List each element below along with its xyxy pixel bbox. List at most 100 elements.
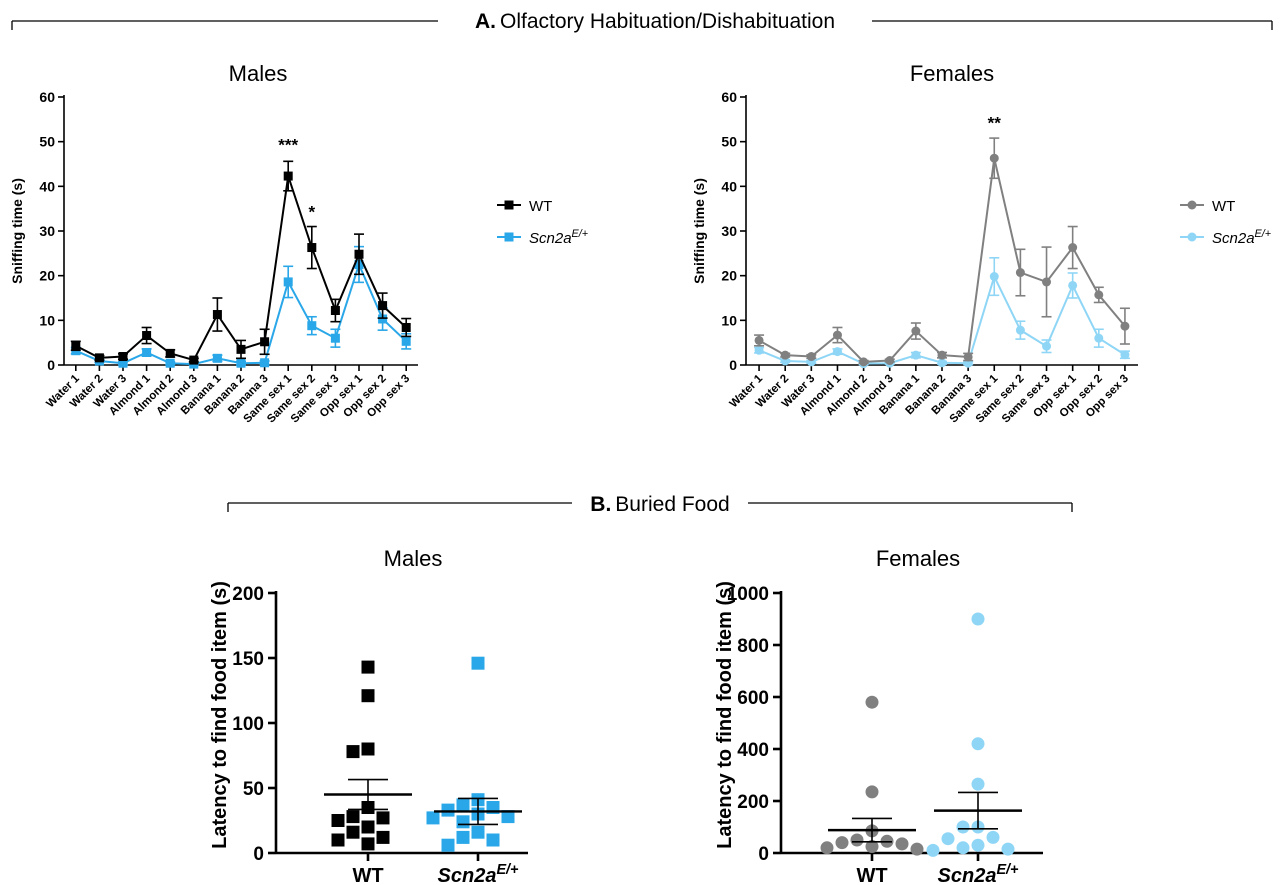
data-point [926,843,940,857]
sem-bar [852,817,892,843]
y-tick-label: 800 [737,636,769,657]
data-point [1120,350,1130,360]
series-line [758,273,1126,365]
y-axis-label: Sniffing time (s) [691,178,707,284]
data-point [165,358,175,368]
x-tick-label: Scn2aE/+ [938,862,1020,885]
data-point [986,830,1000,844]
data-point [486,833,500,847]
data-point [307,321,317,331]
y-tick-label: 20 [721,268,737,284]
data-point [989,153,999,163]
panel-b-title: Buried Food [615,493,729,516]
y-tick-label: 200 [737,792,769,813]
y-tick-label: 10 [39,312,55,328]
y-tick-label: 200 [232,584,264,605]
x-tick-label-sup: E/+ [996,862,1019,878]
sem-bar [458,797,498,826]
x-tick-label-name: Scn2a [438,865,497,885]
data-point [820,841,834,855]
data-point [971,838,985,852]
data-point [1042,341,1052,351]
y-tick-label: 10 [721,312,737,328]
data-point [865,840,879,853]
data-point [361,837,375,851]
legend-label: Scn2aE/+ [1212,228,1271,247]
panel-b-letter: B. [590,493,611,516]
data-point [971,737,985,751]
data-point [471,656,485,670]
y-tick-label: 0 [758,844,769,865]
legend-label: WT [529,198,552,215]
x-tick-label-sup: E/+ [496,862,519,878]
data-point [1120,321,1130,331]
y-tick-label: 30 [721,223,737,239]
data-point [911,326,921,336]
data-point [850,833,864,847]
y-tick-label: 50 [243,779,264,800]
y-axis-label: Latency to find food item (s) [209,581,231,849]
data-point [895,837,909,851]
chart-title: Females [910,61,994,86]
y-tick-label: 0 [729,357,737,373]
data-point [283,171,293,181]
legend-marker [1187,232,1197,242]
legend-marker [1187,200,1197,210]
y-tick-label: 30 [39,223,55,239]
data-point [378,301,388,311]
data-point [754,345,764,355]
data-point [189,355,199,365]
data-point [956,820,970,834]
data-point [212,310,222,320]
chart-food_females: Females Latency to find food item (s) 0 200… [714,546,1043,885]
significance-marker: ** [988,113,1002,132]
data-point [441,838,455,852]
legend-marker [504,200,514,210]
panel-a-header: A. Olfactory Habituation/Dishabituation [11,10,1273,33]
legend-label-name: WT [529,198,552,215]
series-wt [754,137,1130,367]
data-point [885,356,895,366]
legend-label: Scn2aE/+ [529,228,588,247]
y-tick-label: 0 [47,357,55,373]
data-point [956,841,970,855]
data-point [865,785,879,799]
series-wt [70,160,412,365]
group-scn2a: Scn2aE/+ [426,656,522,885]
significance-marker: * [308,203,315,222]
data-point [354,249,364,259]
data-point [401,322,411,332]
y-tick-label: 400 [737,740,769,761]
y-tick-label: 1000 [727,584,769,605]
data-point [401,336,411,346]
chart-title: Females [876,546,960,571]
data-point [236,344,246,354]
x-tick-label: Scn2aE/+ [438,862,520,885]
x-tick-label: WT [856,865,887,885]
panel-a-letter: A. [475,10,496,33]
data-point [118,358,128,368]
data-point [780,350,790,360]
data-point [1068,280,1078,290]
data-point [361,820,375,834]
data-point [963,352,973,362]
chart-title: Males [384,546,443,571]
data-point [1068,243,1078,253]
data-point [937,358,947,368]
data-point [941,832,955,846]
data-point [331,833,345,847]
legend-marker [504,232,514,242]
sem-bar [348,778,388,811]
data-point [441,803,455,817]
chart-title: Males [229,61,288,86]
legend-label-sup: E/+ [572,228,589,240]
data-point [331,814,345,827]
data-point [865,695,879,709]
data-point [832,330,842,340]
legend-label-name: Scn2a [1212,230,1255,247]
data-point [832,347,842,357]
